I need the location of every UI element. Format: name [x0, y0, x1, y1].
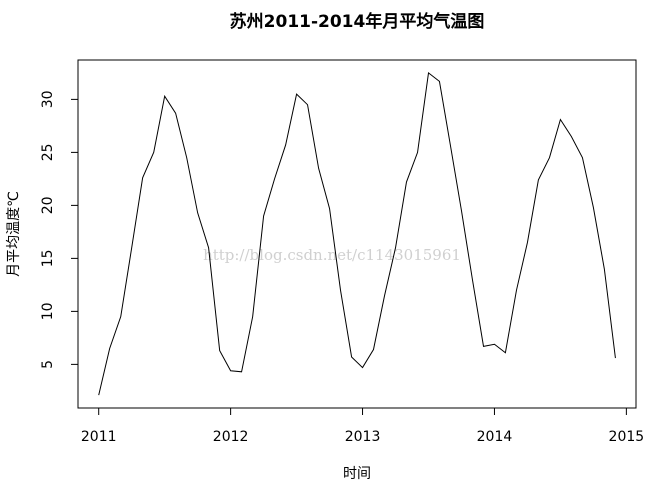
temperature-line [98, 71, 616, 396]
y-tick-label: 30 [40, 90, 56, 108]
y-axis-label: 月平均温度℃ [6, 191, 22, 277]
x-tick-label: 2015 [609, 429, 645, 445]
y-tick-label: 20 [40, 196, 56, 214]
watermark: http://blog.csdn.net/c1143015961 [203, 246, 461, 264]
x-tick-label: 2014 [477, 429, 513, 445]
x-tick-label: 2011 [81, 429, 117, 445]
y-tick-label: 10 [40, 302, 56, 320]
x-axis-label: 时间 [343, 466, 371, 482]
x-tick-label: 2012 [213, 429, 249, 445]
y-tick-label: 25 [40, 143, 56, 161]
chart-title: 苏州2011-2014年月平均气温图 [230, 11, 485, 32]
y-tick-label: 15 [40, 249, 56, 267]
y-tick-label: 5 [40, 360, 56, 369]
x-tick-label: 2013 [345, 429, 381, 445]
